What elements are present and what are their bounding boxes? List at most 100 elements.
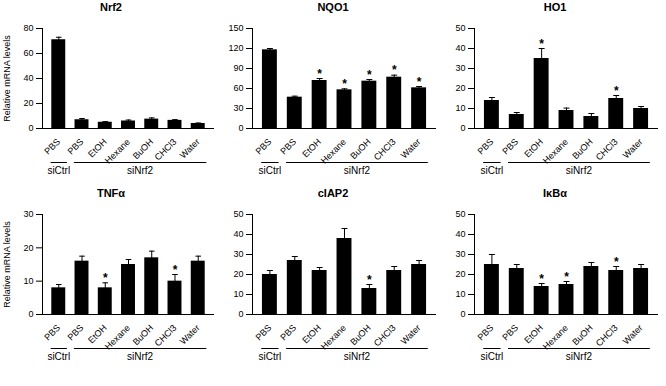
- svg-text:90: 90: [233, 63, 243, 73]
- svg-text:0: 0: [460, 309, 465, 319]
- svg-text:Water: Water: [621, 323, 645, 347]
- svg-text:40: 40: [455, 43, 465, 53]
- svg-text:PBS: PBS: [42, 137, 62, 157]
- svg-text:Water: Water: [621, 137, 645, 161]
- svg-text:PBS: PBS: [254, 323, 274, 343]
- svg-text:30: 30: [233, 103, 243, 113]
- svg-text:10: 10: [23, 276, 33, 286]
- svg-text:20: 20: [233, 269, 243, 279]
- svg-text:20: 20: [23, 98, 33, 108]
- svg-text:PBS: PBS: [500, 137, 520, 157]
- svg-text:CHCl3: CHCl3: [372, 323, 398, 349]
- svg-text:EtOH: EtOH: [300, 137, 323, 160]
- svg-text:30: 30: [455, 63, 465, 73]
- svg-text:Hexane: Hexane: [541, 323, 570, 352]
- svg-text:*: *: [564, 270, 569, 284]
- svg-text:*: *: [367, 273, 372, 287]
- svg-text:siCtrl: siCtrl: [47, 165, 70, 176]
- svg-text:Hexane: Hexane: [103, 137, 132, 166]
- svg-text:Hexane: Hexane: [319, 323, 348, 352]
- svg-text:10: 10: [455, 103, 465, 113]
- svg-text:Hexane: Hexane: [103, 323, 132, 352]
- svg-text:BuOH: BuOH: [570, 323, 594, 347]
- svg-text:CHCl3: CHCl3: [594, 137, 620, 163]
- svg-text:siCtrl: siCtrl: [481, 165, 504, 176]
- svg-text:*: *: [417, 75, 422, 89]
- svg-text:0: 0: [28, 309, 33, 319]
- svg-text:Water: Water: [178, 137, 202, 161]
- svg-text:40: 40: [233, 229, 243, 239]
- svg-text:PBS: PBS: [476, 137, 496, 157]
- svg-text:EtOH: EtOH: [300, 323, 323, 346]
- svg-text:Relative mRNA levels: Relative mRNA levels: [2, 35, 12, 122]
- svg-text:CHCl3: CHCl3: [372, 137, 398, 163]
- svg-text:30: 30: [23, 209, 33, 219]
- svg-text:CHCl3: CHCl3: [153, 323, 179, 349]
- svg-text:50: 50: [233, 209, 243, 219]
- svg-text:*: *: [103, 271, 108, 285]
- svg-text:PBS: PBS: [42, 323, 62, 343]
- svg-text:0: 0: [28, 123, 33, 133]
- svg-text:Water: Water: [399, 323, 423, 347]
- svg-text:PBS: PBS: [278, 323, 298, 343]
- svg-text:50: 50: [455, 23, 465, 33]
- svg-text:PBS: PBS: [476, 323, 496, 343]
- svg-text:10: 10: [455, 289, 465, 299]
- svg-text:*: *: [614, 255, 619, 269]
- svg-text:EtOH: EtOH: [522, 323, 545, 346]
- svg-text:120: 120: [228, 43, 243, 53]
- svg-text:Hexane: Hexane: [319, 137, 348, 166]
- svg-text:Relative mRNA levels: Relative mRNA levels: [2, 221, 12, 308]
- svg-text:BuOH: BuOH: [131, 137, 155, 161]
- svg-text:CHCl3: CHCl3: [594, 323, 620, 349]
- svg-text:40: 40: [455, 229, 465, 239]
- svg-text:PBS: PBS: [500, 323, 520, 343]
- svg-text:10: 10: [233, 289, 243, 299]
- svg-text:150: 150: [228, 23, 243, 33]
- svg-text:siCtrl: siCtrl: [47, 351, 70, 362]
- svg-text:0: 0: [460, 123, 465, 133]
- svg-text:BuOH: BuOH: [131, 323, 155, 347]
- svg-text:PBS: PBS: [66, 137, 86, 157]
- svg-text:*: *: [614, 84, 619, 98]
- svg-text:siNrf2: siNrf2: [344, 165, 371, 176]
- svg-text:EtOH: EtOH: [522, 137, 545, 160]
- svg-text:BuOH: BuOH: [348, 137, 372, 161]
- svg-text:siNrf2: siNrf2: [566, 165, 593, 176]
- svg-text:80: 80: [23, 23, 33, 33]
- svg-text:CHCl3: CHCl3: [153, 137, 179, 163]
- svg-text:20: 20: [23, 243, 33, 253]
- svg-text:60: 60: [233, 83, 243, 93]
- svg-text:*: *: [539, 37, 544, 51]
- svg-text:*: *: [539, 272, 544, 286]
- svg-text:20: 20: [455, 269, 465, 279]
- svg-text:siNrf2: siNrf2: [566, 351, 593, 362]
- svg-text:BuOH: BuOH: [570, 137, 594, 161]
- svg-text:Hexane: Hexane: [541, 137, 570, 166]
- svg-text:PBS: PBS: [254, 137, 274, 157]
- svg-text:50: 50: [455, 209, 465, 219]
- svg-text:*: *: [317, 67, 322, 81]
- svg-text:Water: Water: [178, 323, 202, 347]
- svg-text:Water: Water: [399, 137, 423, 161]
- svg-text:*: *: [367, 68, 372, 82]
- svg-text:siNrf2: siNrf2: [344, 351, 371, 362]
- svg-text:BuOH: BuOH: [348, 323, 372, 347]
- svg-text:60: 60: [23, 48, 33, 58]
- svg-text:20: 20: [455, 83, 465, 93]
- svg-text:30: 30: [233, 249, 243, 259]
- svg-text:30: 30: [455, 249, 465, 259]
- svg-text:PBS: PBS: [66, 323, 86, 343]
- svg-text:PBS: PBS: [278, 137, 298, 157]
- svg-text:siNrf2: siNrf2: [127, 165, 154, 176]
- svg-text:0: 0: [238, 123, 243, 133]
- svg-text:*: *: [342, 77, 347, 91]
- svg-text:siCtrl: siCtrl: [481, 351, 504, 362]
- svg-text:*: *: [173, 263, 178, 277]
- svg-text:40: 40: [23, 73, 33, 83]
- svg-text:siNrf2: siNrf2: [127, 351, 154, 362]
- svg-text:siCtrl: siCtrl: [259, 165, 282, 176]
- svg-text:0: 0: [238, 309, 243, 319]
- svg-text:siCtrl: siCtrl: [259, 351, 282, 362]
- svg-text:*: *: [392, 63, 397, 77]
